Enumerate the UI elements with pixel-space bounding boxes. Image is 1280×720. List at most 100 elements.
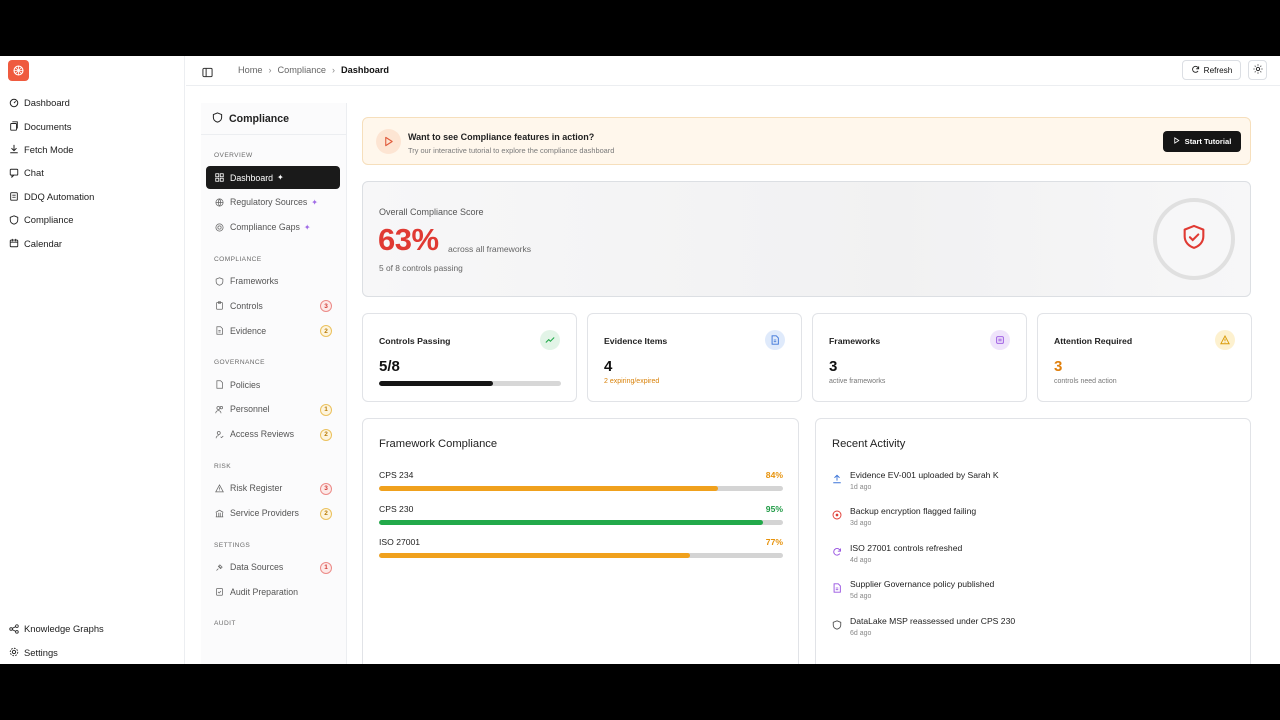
progress-fill	[379, 486, 719, 491]
compliance-nav-service-providers[interactable]: Service Providers 2	[206, 502, 340, 525]
app-sidebar: Dashboard Documents Fetch Mode Chat DDQ …	[0, 56, 185, 664]
refresh-button[interactable]: Refresh	[1182, 60, 1241, 80]
refresh-label: Refresh	[1203, 65, 1233, 75]
compliance-nav-access-reviews[interactable]: Access Reviews 2	[206, 423, 340, 446]
warning-icon	[1215, 330, 1235, 350]
sun-icon	[1252, 61, 1263, 79]
recent-activity-panel: Recent Activity Evidence EV-001 uploaded…	[815, 418, 1251, 664]
nav-item-ddq-automation[interactable]: DDQ Automation	[0, 185, 185, 208]
stat-label: Frameworks	[829, 336, 881, 346]
score-summary: 5 of 8 controls passing	[379, 263, 463, 273]
compliance-nav-data-sources[interactable]: Data Sources 1	[206, 556, 340, 579]
breadcrumb: Home › Compliance › Dashboard	[238, 65, 389, 75]
activity-time: 1d ago	[850, 484, 872, 491]
compliance-nav-risk-register[interactable]: Risk Register 3	[206, 477, 340, 500]
shield-icon	[215, 276, 224, 286]
stat-label: Evidence Items	[604, 336, 668, 346]
controls-progress-bar	[379, 381, 561, 386]
warning-icon	[215, 483, 224, 493]
refresh-icon	[832, 544, 842, 556]
compliance-nav-dashboard[interactable]: Dashboard ✦	[206, 166, 340, 189]
count-badge: 3	[320, 482, 332, 495]
stat-card-evidence-items[interactable]: Evidence Items 4 2 expiring/expired	[587, 313, 802, 402]
panel-title: Recent Activity	[832, 438, 906, 450]
grid-icon	[215, 173, 224, 182]
chat-icon	[9, 168, 19, 178]
nav-item-documents[interactable]: Documents	[0, 114, 185, 137]
document-icon	[765, 330, 785, 350]
nav-item-compliance[interactable]: Compliance	[0, 208, 185, 231]
compliance-sidebar: Compliance OVERVIEW Dashboard ✦ Regulato…	[201, 103, 347, 664]
compliance-nav-regulatory-sources[interactable]: Regulatory Sources ✦	[206, 191, 340, 214]
framework-row-cps-230[interactable]: CPS 230 95%	[379, 504, 783, 525]
nav-item-chat[interactable]: Chat	[0, 161, 185, 184]
activity-time: 5d ago	[850, 593, 872, 600]
compliance-nav-label: Controls	[230, 300, 263, 311]
sparkle-icon: ✦	[311, 197, 318, 207]
panel-title: Framework Compliance	[379, 438, 498, 450]
stat-value: 5/8	[379, 358, 400, 375]
compliance-nav-audit-preparation[interactable]: Audit Preparation	[206, 580, 340, 603]
compliance-nav-controls[interactable]: Controls 3	[206, 294, 340, 317]
compliance-nav-personnel[interactable]: Personnel 1	[206, 398, 340, 421]
activity-text: ISO 27001 controls refreshed	[850, 543, 963, 553]
nav-item-dashboard[interactable]: Dashboard	[0, 91, 185, 114]
count-badge: 2	[320, 325, 332, 338]
nav-item-label: Knowledge Graphs	[24, 623, 104, 635]
download-icon	[9, 144, 19, 154]
activity-text: Supplier Governance policy published	[850, 579, 995, 589]
count-badge: 2	[320, 507, 332, 520]
framework-icon	[990, 330, 1010, 350]
nav-item-settings[interactable]: Settings	[0, 640, 185, 663]
app-logo[interactable]	[8, 60, 29, 81]
shield-icon	[832, 617, 842, 630]
document-icon	[215, 326, 224, 335]
documents-icon	[9, 121, 19, 131]
trend-up-icon	[540, 330, 560, 350]
chevron-right-icon: ›	[332, 65, 336, 75]
framework-percent: 95%	[765, 504, 783, 514]
theme-toggle-button[interactable]	[1248, 60, 1267, 80]
sidebar-toggle-icon[interactable]	[202, 65, 213, 78]
framework-name: ISO 27001	[379, 537, 421, 547]
refresh-icon	[1191, 65, 1200, 76]
stat-card-frameworks[interactable]: Frameworks 3 active frameworks	[812, 313, 1027, 402]
target-icon	[215, 223, 224, 232]
section-audit: AUDIT	[214, 620, 236, 628]
nav-item-label: Chat	[24, 167, 44, 179]
score-scope: across all frameworks	[448, 244, 532, 254]
nav-item-calendar[interactable]: Calendar	[0, 231, 185, 254]
breadcrumb-compliance[interactable]: Compliance	[277, 65, 327, 75]
nav-item-fetch-mode[interactable]: Fetch Mode	[0, 138, 185, 161]
stat-label: Attention Required	[1054, 336, 1133, 346]
activity-time: 4d ago	[850, 557, 872, 564]
compliance-nav-label: Access Reviews	[230, 429, 295, 440]
compliance-nav-compliance-gaps[interactable]: Compliance Gaps ✦	[206, 216, 340, 239]
progress-fill	[379, 520, 763, 525]
stat-value: 4	[604, 358, 613, 375]
framework-row-iso-27001[interactable]: ISO 27001 77%	[379, 537, 783, 558]
stat-card-controls-passing[interactable]: Controls Passing 5/8	[362, 313, 577, 402]
compliance-nav-evidence[interactable]: Evidence 2	[206, 319, 340, 342]
plug-icon	[215, 563, 224, 572]
framework-row-cps-234[interactable]: CPS 234 84%	[379, 470, 783, 491]
document-icon	[215, 380, 224, 389]
section-risk: RISK	[214, 462, 231, 470]
main-nav: Dashboard Documents Fetch Mode Chat DDQ …	[0, 91, 185, 255]
banner-subtitle: Try our interactive tutorial to explore …	[408, 146, 615, 155]
nav-item-knowledge-graphs[interactable]: Knowledge Graphs	[0, 617, 185, 640]
compliance-nav-frameworks[interactable]: Frameworks	[206, 270, 340, 293]
compliance-nav-label: Audit Preparation	[230, 586, 298, 597]
breadcrumb-home[interactable]: Home	[238, 65, 263, 75]
bottom-nav: Knowledge Graphs Settings	[0, 617, 185, 664]
start-tutorial-button[interactable]: Start Tutorial	[1163, 131, 1241, 152]
section-overview: OVERVIEW	[214, 152, 253, 159]
stat-card-attention-required[interactable]: Attention Required 3 controls need actio…	[1037, 313, 1252, 402]
compliance-nav-policies[interactable]: Policies	[206, 373, 340, 396]
compliance-nav-label: Service Providers	[230, 508, 299, 519]
clipboard-icon	[215, 301, 224, 311]
overall-score-card: Overall Compliance Score 63% across all …	[362, 181, 1251, 297]
compliance-nav-label: Frameworks	[230, 276, 279, 287]
section-settings: SETTINGS	[214, 541, 251, 549]
top-bar: Home › Compliance › Dashboard Refresh	[186, 56, 1280, 86]
